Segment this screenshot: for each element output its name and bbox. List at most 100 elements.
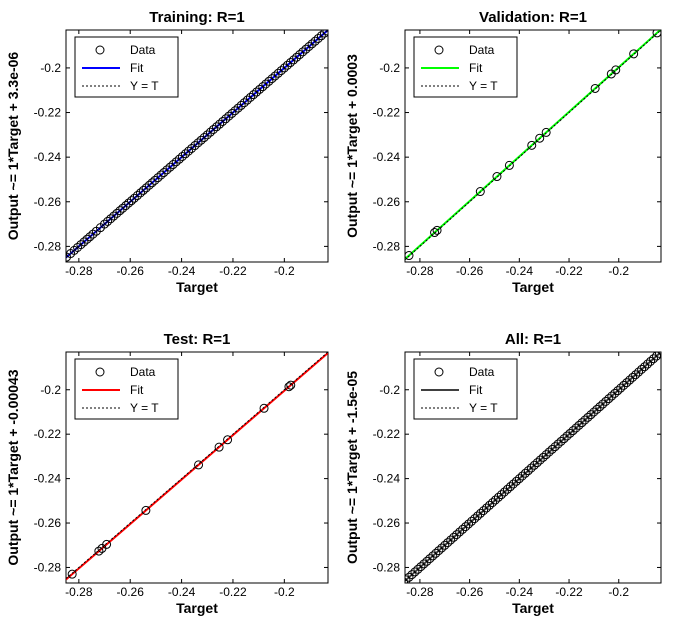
legend-data-label: Data: [130, 43, 156, 57]
data-point: [413, 564, 423, 574]
legend-yt-label: Y = T: [130, 401, 159, 415]
data-point: [607, 391, 617, 401]
data-point: [261, 79, 271, 89]
data-point: [190, 141, 200, 151]
data-point: [598, 399, 608, 409]
data-point: [88, 229, 98, 239]
x-tick-label: -0.2: [274, 585, 295, 599]
data-point: [295, 50, 305, 60]
data-point: [214, 442, 224, 452]
data-point: [640, 362, 650, 372]
legend-fit-label: Fit: [469, 61, 483, 75]
data-point: [595, 402, 605, 412]
y-tick-label: -0.22: [373, 106, 401, 120]
data-point: [611, 65, 621, 75]
data-point: [273, 68, 283, 78]
data-point: [586, 410, 596, 420]
y-tick-label: -0.22: [373, 427, 401, 441]
data-point: [223, 435, 233, 445]
data-point: [583, 412, 593, 422]
y-equals-t-line: [405, 30, 661, 261]
data-point: [270, 71, 280, 81]
y-axis-label: Output ~= 1*Target + 0.0003: [344, 54, 360, 238]
legend-yt-label: Y = T: [469, 401, 498, 415]
data-point: [85, 232, 95, 242]
data-point: [94, 546, 104, 556]
x-axis-label: Target: [176, 600, 218, 616]
data-point: [430, 228, 440, 238]
x-tick-label: -0.2: [608, 264, 629, 278]
data-point: [184, 146, 194, 156]
legend-data-marker: [434, 367, 444, 377]
data-point: [284, 382, 294, 392]
data-point: [410, 567, 420, 577]
data-point: [511, 476, 521, 486]
data-point: [121, 201, 131, 211]
data-point: [156, 170, 166, 180]
x-tick-label: -0.24: [168, 264, 196, 278]
legend: Data Fit Y = T: [74, 36, 179, 98]
legend-fit-label: Fit: [130, 383, 144, 397]
data-point: [236, 100, 246, 110]
y-tick-label: -0.2: [40, 383, 61, 397]
data-point: [517, 471, 527, 481]
y-tick-label: -0.24: [34, 150, 62, 164]
data-point: [100, 219, 110, 229]
data-point: [162, 165, 172, 175]
data-point: [168, 160, 178, 170]
data-point: [138, 185, 148, 195]
data-point: [109, 211, 119, 221]
data-point: [562, 431, 572, 441]
data-point: [319, 30, 328, 38]
legend-data-marker: [95, 367, 105, 377]
data-point: [132, 191, 142, 201]
data-point: [124, 198, 134, 208]
data-point: [405, 575, 411, 583]
data-point: [252, 87, 262, 97]
data-point: [622, 378, 632, 388]
data-point: [230, 106, 240, 116]
data-point: [196, 135, 206, 145]
data-point: [613, 386, 623, 396]
data-point: [574, 420, 584, 430]
y-tick-label: -0.28: [34, 560, 62, 574]
x-tick-label: -0.26: [456, 585, 484, 599]
data-point: [174, 154, 184, 164]
y-tick-label: -0.22: [34, 106, 62, 120]
data-point: [538, 452, 548, 462]
data-point: [458, 524, 468, 534]
data-point: [455, 527, 465, 537]
plot-content: [66, 352, 328, 583]
data-point: [452, 530, 462, 540]
data-point: [301, 44, 311, 54]
data-point: [577, 418, 587, 428]
data-point: [637, 364, 647, 374]
data-point: [129, 193, 139, 203]
data-point: [249, 90, 259, 100]
data-point: [461, 522, 471, 532]
data-point: [547, 444, 557, 454]
data-point: [505, 482, 515, 492]
data-point: [446, 535, 456, 545]
legend-data-label: Data: [469, 365, 495, 379]
y-axis-label: Output ~= 1*Target + -0.00043: [5, 369, 21, 565]
data-point: [177, 151, 187, 161]
y-tick-label: -0.2: [379, 61, 400, 75]
y-tick-label: -0.2: [40, 61, 61, 75]
data-point: [527, 140, 537, 150]
legend-fit-label: Fit: [469, 383, 483, 397]
data-point: [276, 66, 286, 76]
data-point: [135, 188, 145, 198]
y-tick-label: -0.28: [34, 239, 62, 253]
data-point: [212, 122, 222, 132]
data-point: [147, 178, 157, 188]
x-tick-label: -0.26: [456, 264, 484, 278]
data-point: [571, 423, 581, 433]
data-point: [267, 74, 277, 84]
data-point: [440, 540, 450, 550]
data-point: [103, 216, 113, 226]
data-point: [118, 203, 128, 213]
y-tick-label: -0.26: [373, 195, 401, 209]
x-tick-label: -0.22: [555, 264, 583, 278]
